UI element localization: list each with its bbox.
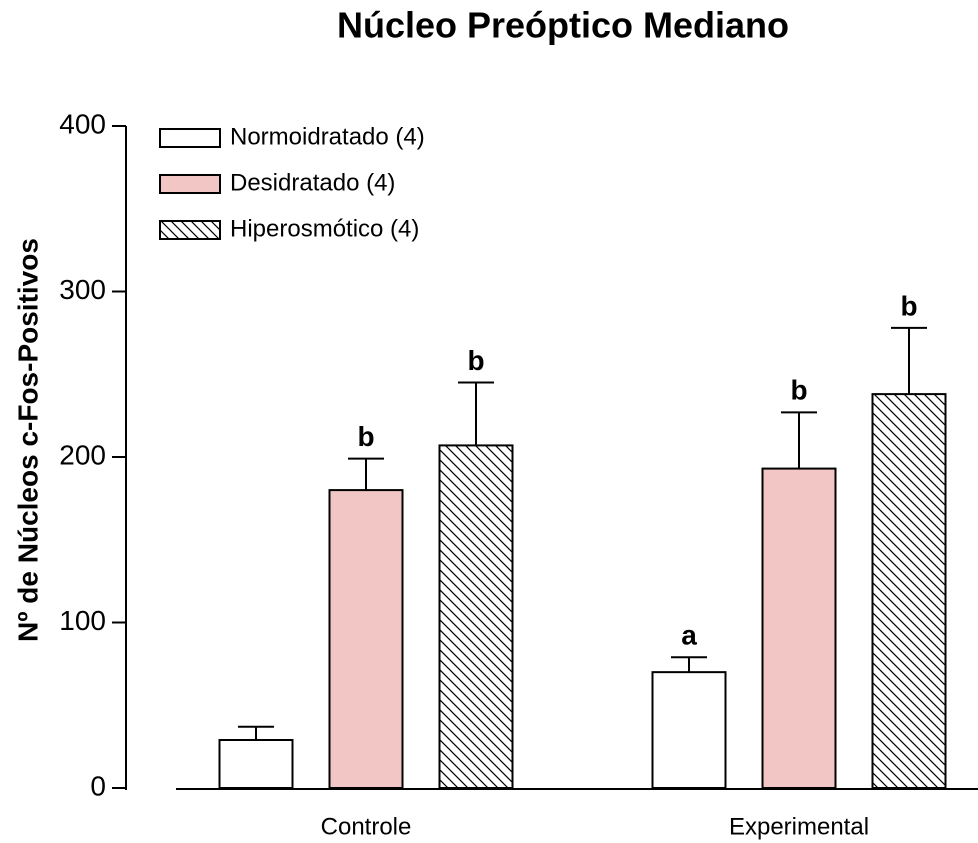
- x-tick-label: Controle: [321, 813, 412, 840]
- legend-swatch: [160, 175, 220, 193]
- annotation: b: [467, 345, 484, 376]
- legend-label: Desidratado (4): [230, 169, 395, 196]
- legend-swatch: [160, 221, 220, 239]
- annotation: b: [790, 375, 807, 406]
- legend-swatch: [160, 129, 220, 147]
- y-tick-label: 100: [59, 605, 106, 636]
- annotation: a: [681, 620, 697, 651]
- bar: [653, 672, 726, 788]
- legend-label: Normoidratado (4): [230, 123, 425, 150]
- chart: Núcleo Preóptico Mediano Nº de Núcleos c…: [0, 0, 978, 843]
- y-axis-label: Nº de Núcleos c-Fos-Positivos: [12, 238, 43, 642]
- x-tick-label: Experimental: [729, 813, 869, 840]
- bar: [220, 740, 293, 788]
- y-tick-label: 200: [59, 439, 106, 470]
- y-tick-label: 400: [59, 108, 106, 139]
- y-tick-label: 300: [59, 274, 106, 305]
- bar: [873, 394, 946, 788]
- bar: [330, 490, 403, 788]
- annotation: b: [357, 421, 374, 452]
- bar: [440, 445, 513, 788]
- legend-label: Hiperosmótico (4): [230, 215, 419, 242]
- chart-title: Núcleo Preóptico Mediano: [337, 5, 789, 46]
- bar: [763, 469, 836, 788]
- y-tick-label: 0: [90, 770, 106, 801]
- annotation: b: [900, 290, 917, 321]
